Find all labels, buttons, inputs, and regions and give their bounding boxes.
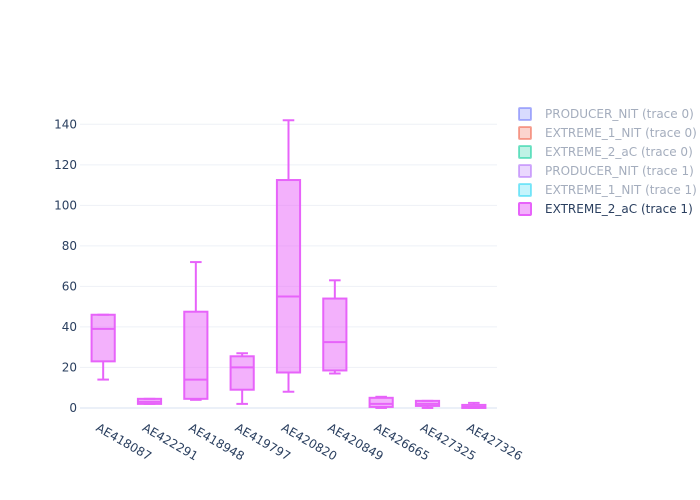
y-axis: 0 20 40 60 80 100 120 140: [54, 117, 77, 415]
legend-swatch: [518, 164, 532, 178]
y-tick-label: 140: [54, 117, 77, 131]
legend-label: PRODUCER_NIT (trace 1): [545, 164, 694, 178]
legend-swatch: [518, 202, 532, 216]
legend-item[interactable]: PRODUCER_NIT (trace 1): [518, 164, 694, 178]
y-tick-label: 40: [62, 320, 77, 334]
legend-swatch: [518, 183, 532, 197]
y-tick-label: 0: [69, 401, 77, 415]
box-body: [322, 297, 348, 372]
legend-item[interactable]: EXTREME_2_aC (trace 1): [518, 202, 693, 216]
legend-swatch: [518, 145, 532, 159]
y-tick-label: 80: [62, 239, 77, 253]
legend-label: EXTREME_2_aC (trace 1): [545, 202, 693, 216]
legend-item[interactable]: PRODUCER_NIT (trace 0): [518, 107, 694, 121]
legend-item[interactable]: EXTREME_1_NIT (trace 0): [518, 126, 697, 140]
plot-area: [90, 119, 487, 409]
legend-label: PRODUCER_NIT (trace 0): [545, 107, 694, 121]
box-AE420849[interactable]: [322, 279, 348, 375]
legend-label: EXTREME_2_aC (trace 0): [545, 145, 693, 159]
legend-swatch: [518, 126, 532, 140]
box-AE418087[interactable]: [90, 313, 116, 381]
y-tick-label: 20: [62, 360, 77, 374]
box-AE422291[interactable]: [136, 397, 163, 405]
box-body: [229, 355, 255, 391]
box-body: [183, 310, 209, 400]
y-tick-label: 120: [54, 158, 77, 172]
box-body: [368, 396, 394, 408]
legend-item[interactable]: EXTREME_1_NIT (trace 1): [518, 183, 697, 197]
legend[interactable]: PRODUCER_NIT (trace 0) EXTREME_1_NIT (tra…: [518, 107, 697, 216]
box-body: [275, 179, 302, 374]
box-AE418948[interactable]: [183, 261, 209, 401]
box-AE427326[interactable]: [461, 401, 487, 409]
legend-swatch: [518, 107, 532, 121]
box-AE427325[interactable]: [414, 399, 441, 409]
box-AE426665[interactable]: [368, 395, 394, 409]
box-body: [90, 313, 116, 363]
legend-item[interactable]: EXTREME_2_aC (trace 0): [518, 145, 693, 159]
y-tick-label: 100: [54, 198, 77, 212]
box-AE419797[interactable]: [229, 352, 255, 405]
y-tick-label: 60: [62, 279, 77, 293]
legend-label: EXTREME_1_NIT (trace 0): [545, 126, 697, 140]
x-axis: AE418087AE422291AE418948AE419797AE420820…: [94, 420, 525, 463]
legend-label: EXTREME_1_NIT (trace 1): [545, 183, 697, 197]
box-AE420820[interactable]: [275, 119, 302, 393]
